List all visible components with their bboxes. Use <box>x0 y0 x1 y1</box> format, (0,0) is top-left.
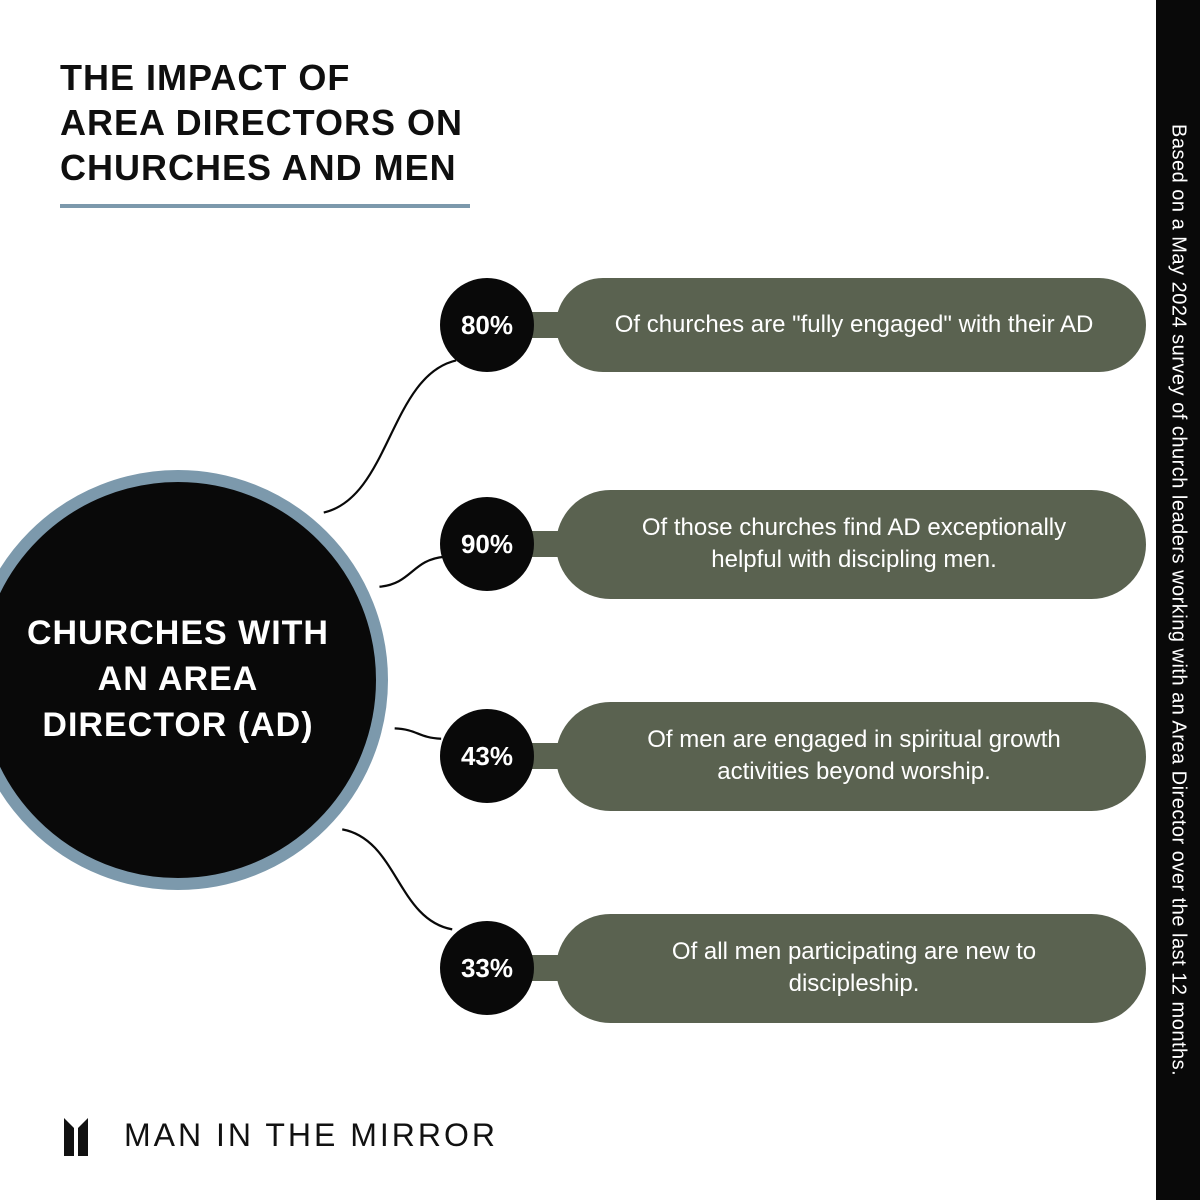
title-underline <box>60 204 470 208</box>
brand-logo-icon <box>60 1112 106 1158</box>
title-block: THE IMPACT OF AREA DIRECTORS ON CHURCHES… <box>60 55 470 208</box>
stat-connector-joint <box>530 312 560 338</box>
brand-name: MAN IN THE MIRROR <box>124 1117 498 1154</box>
source-note-text: Based on a May 2024 survey of church lea… <box>1167 124 1190 1076</box>
stat-percent-circle: 33% <box>440 921 534 1015</box>
stat-percent-circle: 43% <box>440 709 534 803</box>
connector-curve <box>324 360 456 512</box>
stat-row: 43%Of men are engaged in spiritual growt… <box>440 702 1146 811</box>
hub-label: CHURCHES WITH AN AREA DIRECTOR (AD) <box>0 611 376 749</box>
stat-connector-joint <box>530 531 560 557</box>
source-note-strip: Based on a May 2024 survey of church lea… <box>1156 0 1200 1200</box>
stat-percent-circle: 80% <box>440 278 534 372</box>
hub-circle: CHURCHES WITH AN AREA DIRECTOR (AD) <box>0 470 388 890</box>
stat-percent-circle: 90% <box>440 497 534 591</box>
stat-connector-joint <box>530 743 560 769</box>
title-line-1: THE IMPACT OF <box>60 55 470 100</box>
stat-description-pill: Of men are engaged in spiritual growth a… <box>556 702 1146 811</box>
stat-description-pill: Of churches are "fully engaged" with the… <box>556 278 1146 372</box>
stat-row: 33%Of all men participating are new to d… <box>440 914 1146 1023</box>
connector-curve <box>379 557 444 587</box>
stat-connector-joint <box>530 955 560 981</box>
stat-row: 80%Of churches are "fully engaged" with … <box>440 278 1146 372</box>
connector-curve <box>395 728 441 738</box>
title-line-3: CHURCHES AND MEN <box>60 145 470 190</box>
connector-curve <box>342 829 452 929</box>
title-line-2: AREA DIRECTORS ON <box>60 100 470 145</box>
stat-row: 90%Of those churches find AD exceptional… <box>440 490 1146 599</box>
stat-description-pill: Of those churches find AD exceptionally … <box>556 490 1146 599</box>
stat-description-pill: Of all men participating are new to disc… <box>556 914 1146 1023</box>
footer-logo: MAN IN THE MIRROR <box>60 1112 498 1158</box>
